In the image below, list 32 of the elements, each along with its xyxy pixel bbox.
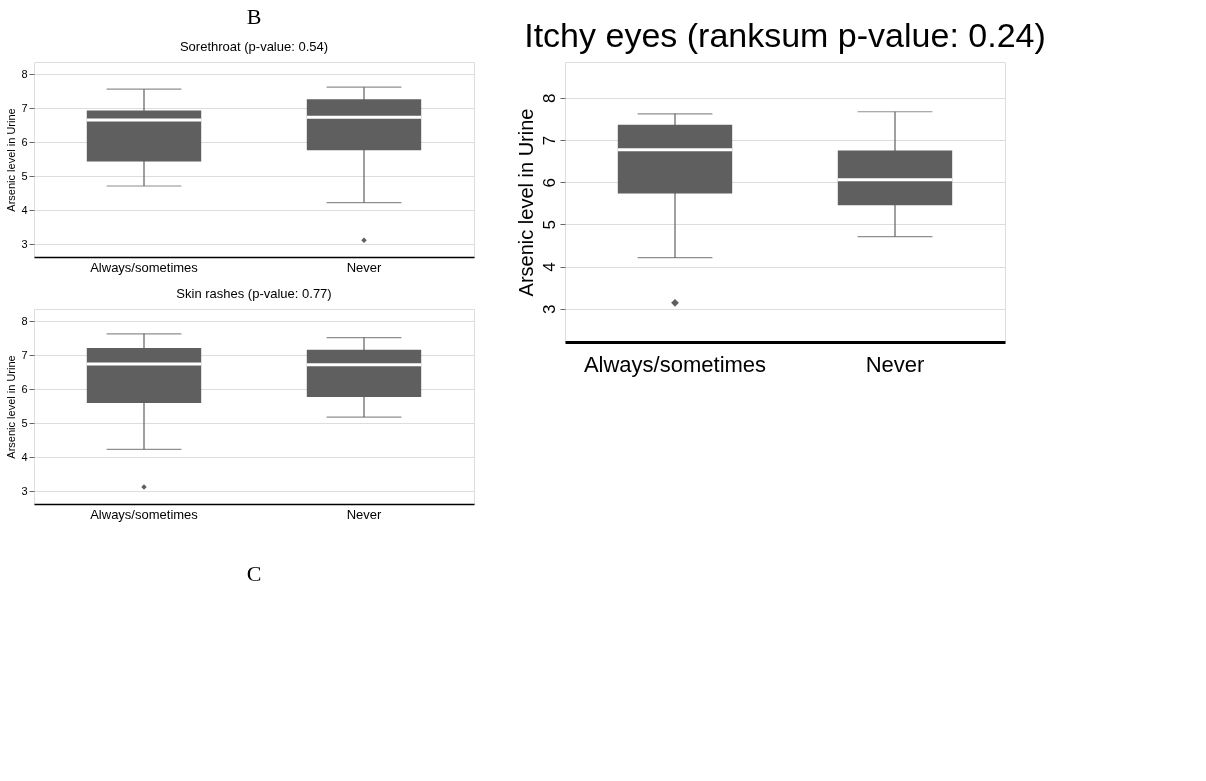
y-tick-label: 4 [21,450,28,463]
y-tick-label: 7 [21,101,28,114]
y-tick-label: 7 [539,135,559,146]
y-tick-label: 3 [21,484,28,497]
y-tick-label: 6 [21,382,28,395]
y-tick-label: 8 [539,93,559,104]
chart-title: Sorethroat (p-value: 0.54) [179,39,329,54]
chart-title: Skin rashes (p-value: 0.77) [176,286,332,301]
chart-title: Itchy eyes (ranksum p-value: 0.24) [524,16,1046,54]
y-tick-label: 6 [21,135,28,148]
y-tick-label: 8 [21,67,28,80]
y-axis-title: Arsenic level in Urine [5,355,18,459]
text: C [246,561,262,586]
y-tick-label: 4 [539,262,559,272]
x-tick-label: Always/sometimes [90,259,199,275]
y-tick-label: 6 [539,177,559,188]
y-tick-label: 5 [539,220,559,230]
y-tick-label: 8 [21,314,28,327]
y-tick-label: 4 [21,203,28,216]
x-tick-label: Always/sometimes [583,351,767,377]
text: B [246,4,262,29]
x-tick-label: Always/sometimes [90,506,199,522]
y-tick-label: 3 [21,237,28,250]
x-tick-label: Never [346,259,382,275]
y-tick-label: 3 [539,304,559,314]
x-tick-label: Never [346,506,382,522]
x-tick-label: Never [865,351,925,377]
y-tick-label: 7 [21,348,28,361]
y-tick-label: 5 [21,416,28,429]
y-axis-title: Arsenic level in Urine [5,108,18,212]
y-axis-title: Arsenic level in Urine [514,108,537,297]
y-tick-label: 5 [21,169,28,182]
